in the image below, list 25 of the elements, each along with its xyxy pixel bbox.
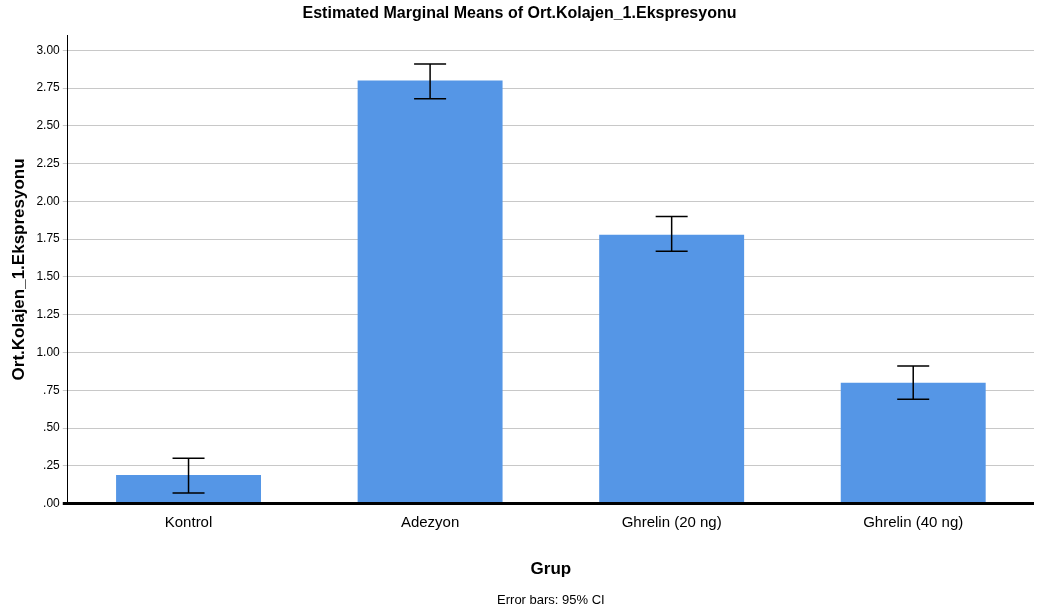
y-tick-label: 1.75: [36, 231, 61, 246]
x-tick-label: Ghrelin (40 ng): [863, 512, 964, 530]
x-axis-title: Grup: [530, 559, 572, 579]
y-tick-label: .25: [43, 458, 61, 473]
bar: [840, 382, 986, 503]
x-tick-label: Ghrelin (20 ng): [621, 512, 722, 530]
x-tick-label: Kontrol: [164, 512, 213, 530]
y-tick-label: 2.00: [36, 193, 61, 208]
y-tick-label: 1.00: [36, 344, 61, 359]
y-tick-label: 3.00: [36, 42, 61, 57]
chart-title: Estimated Marginal Means of Ort.Kolajen_1.Ekspresyonu: [302, 4, 737, 22]
bar: [357, 80, 503, 503]
y-tick-label: 1.25: [36, 307, 61, 322]
x-tick-label: Adezyon: [400, 512, 460, 530]
bar: [599, 234, 745, 503]
y-tick-label: .75: [43, 382, 61, 397]
y-tick-label: 1.50: [36, 269, 61, 284]
bar: [116, 474, 261, 503]
y-axis-title: Ort.Kolajen_1.Ekspresyonu: [8, 158, 28, 381]
y-tick-label: 2.75: [36, 80, 61, 95]
text: Error bars: 95% CI: [497, 592, 605, 607]
y-tick-label: 2.50: [36, 118, 61, 133]
y-tick-label: 2.25: [36, 155, 61, 170]
y-tick-label: .00: [43, 495, 61, 510]
y-tick-label: .50: [43, 420, 61, 435]
